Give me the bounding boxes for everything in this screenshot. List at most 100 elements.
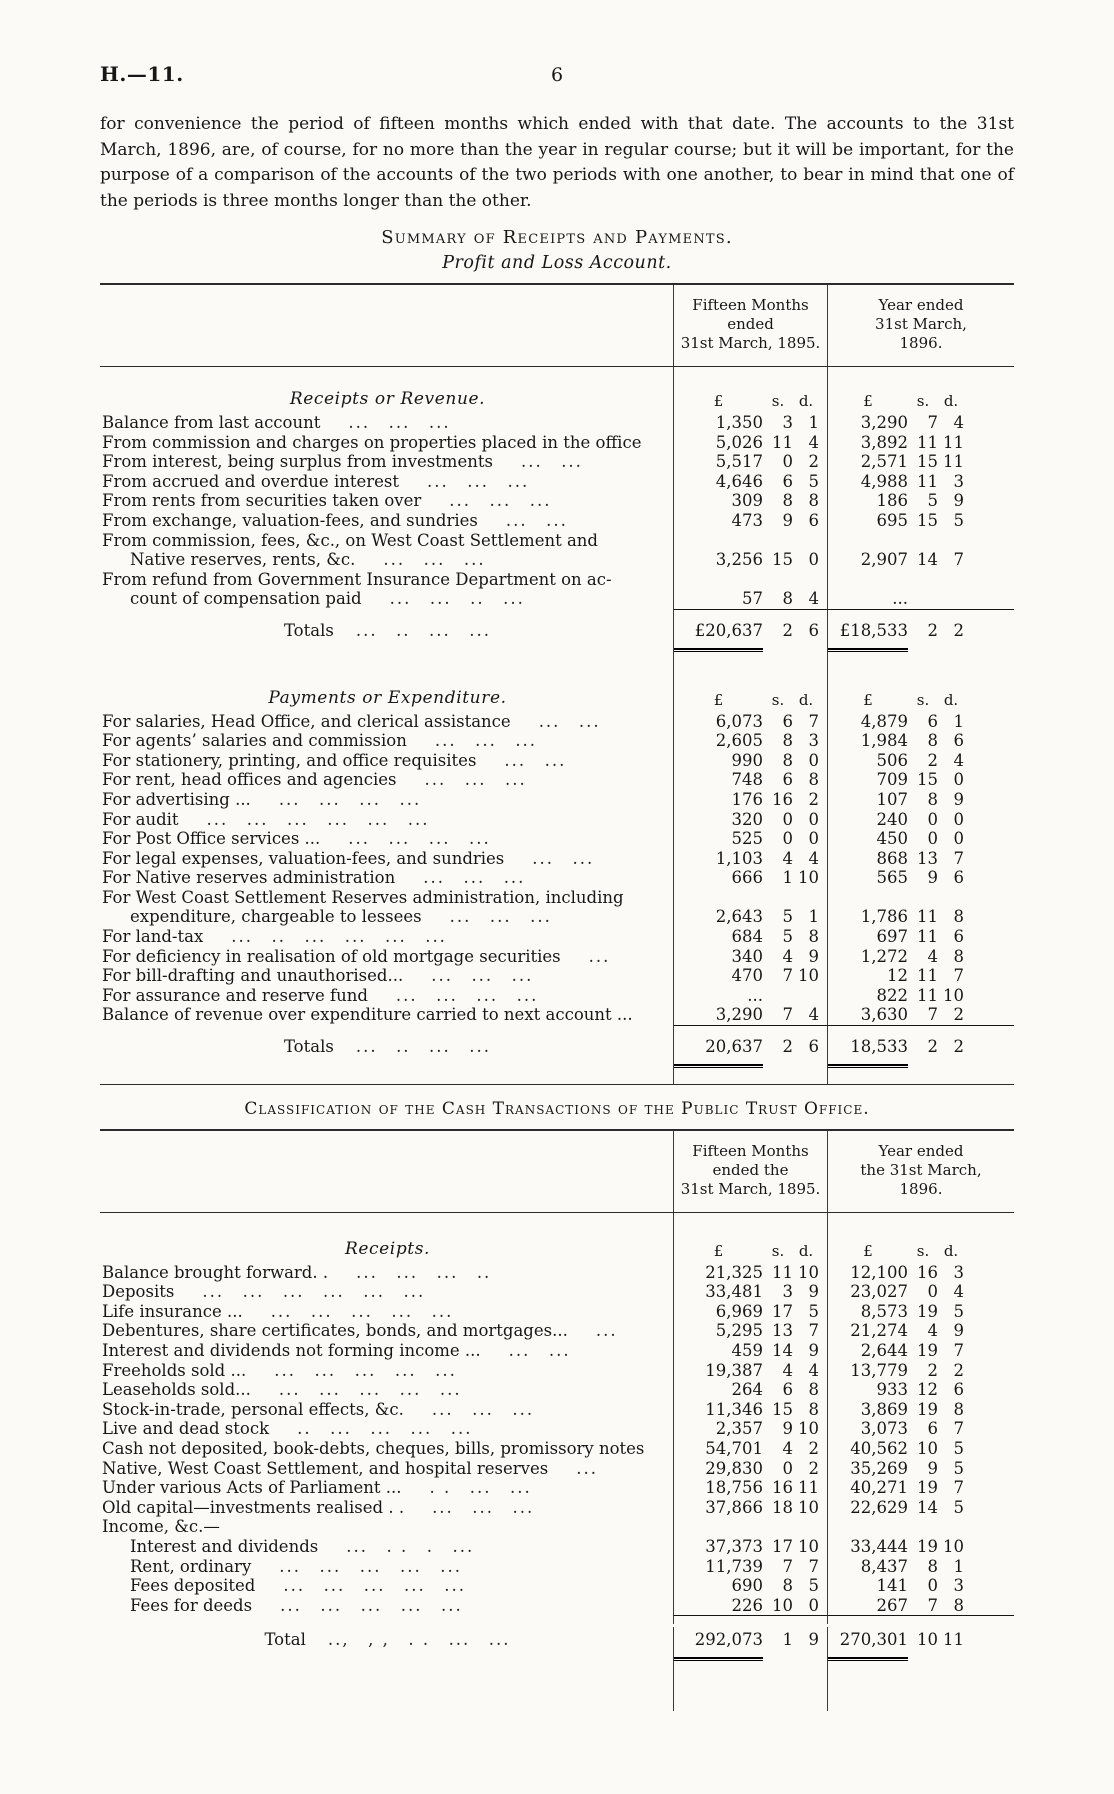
spacer: [100, 1025, 673, 1033]
pence-value: 8: [953, 1399, 965, 1419]
pence-value: 10: [798, 1536, 819, 1556]
row-amount-1896: 35,269 9 5: [827, 1458, 1014, 1479]
pence-value: 2: [808, 1438, 820, 1458]
pence-value: 11: [943, 1630, 964, 1650]
shillings-value: 4: [782, 946, 794, 966]
pounds-value: 29,830: [705, 1458, 763, 1478]
pence-value: 0: [808, 550, 820, 570]
row-label-text: For land-tax: [102, 927, 204, 947]
shillings-value: 7: [782, 1005, 794, 1025]
row-label-text: From commission and charges on propertie…: [102, 432, 642, 452]
pence-value: 9: [808, 1282, 820, 1302]
shillings-value: 10: [917, 1630, 938, 1650]
row-amount-1896: 565 9 6: [827, 868, 1014, 888]
row-amount-1896: 933 12 6: [827, 1380, 1014, 1400]
currency-header-1896: £ s. d.: [827, 367, 1014, 413]
shillings-value: 13: [772, 1321, 793, 1341]
pounds-value: 54,701: [705, 1438, 763, 1458]
row-amount-1896: 3,073 6 7: [827, 1419, 1014, 1439]
dot-leader: ... ... ... ... ...: [278, 1380, 462, 1400]
shillings-value: 0: [927, 829, 939, 849]
pounds-value: 4,879: [860, 711, 908, 731]
dot-leader: ... ... ...: [431, 966, 534, 986]
row-amount-1896: 822 11 10: [827, 985, 1014, 1006]
row-amount-1895: 6,969 17 5: [673, 1301, 827, 1322]
row-label: count of compensation paid ... ... .. ...: [100, 589, 673, 609]
dot-leader: ... ...: [538, 711, 601, 731]
pence-value: 0: [808, 1595, 820, 1615]
profit-loss-table-body: Receipts or Revenue. £ s. d. £ s. d.: [100, 367, 1014, 1084]
shillings-value: 5: [782, 907, 794, 927]
pounds-value: 3,869: [860, 1399, 908, 1419]
row-label: For land-tax ... .. ... ... ... ...: [100, 927, 673, 947]
row-amount-1896: 868 13 7: [827, 848, 1014, 869]
shillings-value: 15: [772, 1399, 793, 1419]
row-amount-1896: 12 11 7: [827, 966, 1014, 986]
pence-label: d.: [943, 690, 959, 709]
row-label: For bill-drafting and unauthorised......…: [100, 966, 673, 986]
currency-header-1895: £ s. d.: [673, 367, 827, 413]
pence-value: [938, 589, 964, 609]
totals-word: Total: [264, 1630, 306, 1650]
dot-leader: ... ... ...: [431, 1399, 535, 1419]
row-amount-1896: 2,644 19 7: [827, 1341, 1014, 1361]
pence-value: [938, 531, 964, 551]
pence-value: 10: [943, 1536, 964, 1556]
pounds-value: 4,646: [715, 471, 763, 491]
row-amount-1895: [673, 887, 827, 908]
dot-leader: ... ... ...: [432, 1497, 535, 1517]
pence-value: 2: [808, 452, 820, 472]
row-amount-1896: 22,629 14 5: [827, 1497, 1014, 1518]
dot-leader: ... .. ... ...: [355, 1037, 492, 1057]
pence-value: 10: [798, 1497, 819, 1517]
pounds-value: [674, 570, 763, 590]
shillings-value: [908, 531, 938, 551]
row-amount-1896: 33,444 19 10: [827, 1536, 1014, 1557]
row-amount-1896: 240 0 0: [827, 809, 1014, 830]
totals-rule-1896: [827, 1615, 1014, 1625]
row-label: For audit ... ... ... ... ... ...: [100, 810, 673, 830]
shillings-value: 1: [782, 1630, 794, 1650]
pence-value: 5: [953, 1301, 965, 1321]
shillings-value: 0: [782, 829, 794, 849]
row-amount-1895: 29,830 0 2: [673, 1458, 827, 1479]
row-amount-1896: 3,892 11 11: [827, 432, 1014, 453]
shillings-value: 8: [782, 731, 794, 751]
row-label: For agents’ salaries and commission ... .…: [100, 731, 673, 751]
row-amount-1895: 1,350 3 1: [673, 413, 827, 433]
pounds-value: 709: [876, 770, 909, 790]
shillings-value: 15: [772, 550, 793, 570]
pounds-value: 226: [731, 1595, 764, 1615]
spacer: [673, 1071, 827, 1084]
shillings-value: 3: [782, 1282, 794, 1302]
row-amount-1896: [827, 569, 1014, 590]
row-amount-1896: 2,907 14 7: [827, 550, 1014, 570]
row-label-text: Interest and dividends: [130, 1536, 319, 1556]
pence-value: 0: [808, 829, 820, 849]
row-label-text: Income, &c.—: [102, 1517, 220, 1537]
pounds-value: 5,295: [715, 1321, 763, 1341]
pounds-value: 1,103: [715, 848, 763, 868]
pounds-value: 11,346: [705, 1399, 763, 1419]
pounds-value: 5,517: [715, 452, 763, 472]
row-amount-1896: 2,571 15 11: [827, 452, 1014, 472]
pound-symbol: £: [863, 1242, 873, 1261]
pounds-value: 697: [876, 927, 909, 947]
pence-label: d.: [943, 392, 959, 411]
double-rule-1895: [673, 1652, 827, 1665]
dot-leader: ...: [595, 1321, 618, 1341]
row-label-text: Balance brought forward. .: [102, 1262, 329, 1282]
shillings-label: s.: [916, 392, 930, 411]
pence-value: 7: [953, 1341, 965, 1360]
row-amount-1895: 6,073 6 7: [673, 711, 827, 732]
row-amount-1895: 33,481 3 9: [673, 1282, 827, 1302]
receipts-section-row: Receipts or Revenue.: [100, 367, 673, 413]
spacer: [100, 1653, 673, 1665]
pounds-value: 267: [876, 1595, 909, 1615]
pence-value: 9: [808, 1630, 820, 1650]
shillings-value: 16: [917, 1262, 938, 1282]
row-label: Debentures, share certificates, bonds, a…: [100, 1321, 673, 1341]
totals-rule-1896: [827, 608, 1014, 618]
pounds-value: 20,637: [705, 1037, 763, 1057]
shillings-value: 8: [782, 589, 794, 609]
